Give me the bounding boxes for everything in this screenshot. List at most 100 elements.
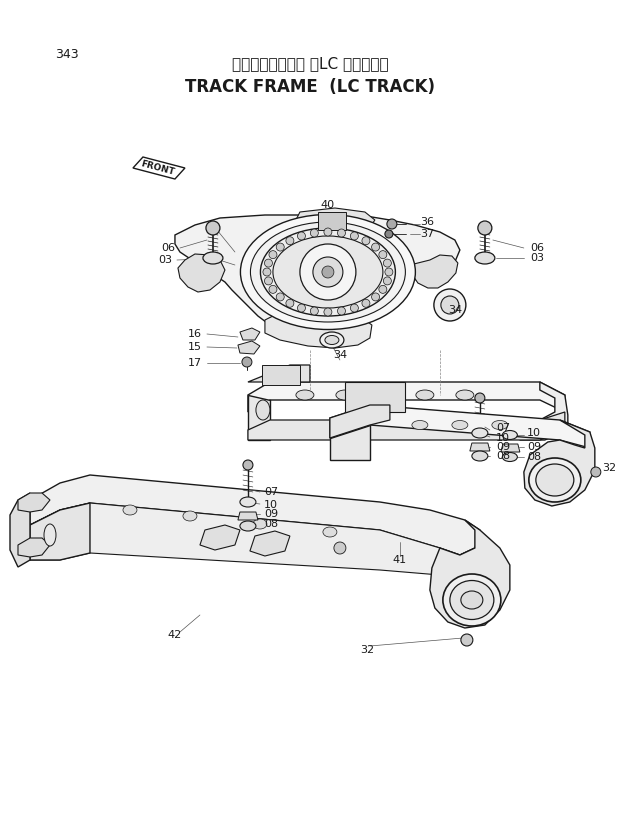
- Polygon shape: [30, 503, 480, 575]
- Ellipse shape: [450, 581, 494, 619]
- Text: 15: 15: [188, 342, 202, 352]
- Circle shape: [274, 537, 286, 549]
- Circle shape: [214, 534, 226, 546]
- Circle shape: [362, 299, 370, 308]
- Ellipse shape: [260, 228, 396, 316]
- Circle shape: [387, 219, 397, 229]
- Circle shape: [362, 237, 370, 245]
- Circle shape: [591, 467, 601, 477]
- Text: 343: 343: [55, 48, 79, 61]
- Text: 34: 34: [333, 350, 347, 360]
- Ellipse shape: [452, 420, 468, 429]
- Circle shape: [243, 460, 253, 470]
- Polygon shape: [30, 475, 480, 555]
- Circle shape: [324, 228, 332, 236]
- Polygon shape: [238, 512, 258, 520]
- Ellipse shape: [325, 336, 339, 345]
- Ellipse shape: [250, 222, 405, 322]
- Polygon shape: [248, 412, 565, 440]
- Circle shape: [313, 257, 343, 287]
- Ellipse shape: [475, 252, 495, 264]
- Text: 08: 08: [496, 451, 510, 461]
- Circle shape: [385, 268, 393, 276]
- Ellipse shape: [183, 511, 197, 521]
- Text: 32: 32: [360, 645, 374, 655]
- Circle shape: [265, 277, 272, 284]
- Circle shape: [269, 251, 277, 259]
- Circle shape: [334, 542, 346, 554]
- Polygon shape: [520, 382, 568, 440]
- Circle shape: [277, 293, 284, 301]
- Circle shape: [298, 304, 306, 312]
- Circle shape: [324, 308, 332, 316]
- Ellipse shape: [502, 452, 517, 461]
- Bar: [345, 382, 405, 412]
- Ellipse shape: [123, 505, 137, 515]
- Circle shape: [269, 285, 277, 294]
- Ellipse shape: [253, 519, 267, 529]
- Text: 09: 09: [527, 442, 541, 452]
- Polygon shape: [248, 365, 310, 382]
- Text: 37: 37: [420, 229, 434, 239]
- Ellipse shape: [320, 332, 344, 348]
- Text: 08: 08: [264, 519, 278, 529]
- Polygon shape: [430, 520, 510, 628]
- Text: トラックフレーム （LC トラック）: トラックフレーム （LC トラック）: [232, 56, 388, 71]
- Text: 08: 08: [527, 452, 541, 462]
- Circle shape: [286, 299, 294, 308]
- Text: 32: 32: [602, 463, 616, 473]
- Ellipse shape: [44, 524, 56, 546]
- Text: 42: 42: [168, 630, 182, 640]
- Text: 06: 06: [161, 243, 175, 253]
- Polygon shape: [175, 212, 460, 335]
- Polygon shape: [330, 405, 390, 438]
- Polygon shape: [412, 255, 458, 288]
- Text: 16: 16: [188, 329, 202, 339]
- Text: 10: 10: [264, 500, 278, 510]
- Circle shape: [263, 268, 271, 276]
- Circle shape: [311, 307, 318, 315]
- Circle shape: [383, 259, 391, 267]
- Bar: [262, 365, 300, 385]
- Ellipse shape: [240, 521, 256, 531]
- Polygon shape: [296, 208, 375, 236]
- Circle shape: [300, 244, 356, 300]
- Ellipse shape: [203, 252, 223, 264]
- Circle shape: [478, 221, 492, 235]
- Polygon shape: [265, 305, 372, 348]
- Polygon shape: [18, 538, 50, 557]
- Text: 10: 10: [496, 433, 510, 443]
- Polygon shape: [248, 395, 270, 440]
- Text: 17: 17: [188, 358, 202, 368]
- Circle shape: [379, 285, 387, 294]
- Polygon shape: [240, 328, 260, 340]
- Ellipse shape: [376, 390, 394, 400]
- Ellipse shape: [416, 390, 434, 400]
- Polygon shape: [178, 254, 225, 292]
- Polygon shape: [30, 503, 90, 560]
- Ellipse shape: [472, 451, 488, 461]
- Polygon shape: [524, 420, 595, 506]
- Circle shape: [475, 393, 485, 403]
- Text: 03: 03: [530, 253, 544, 263]
- Text: 07: 07: [496, 423, 510, 433]
- Ellipse shape: [412, 420, 428, 429]
- Circle shape: [441, 296, 459, 314]
- Circle shape: [322, 266, 334, 278]
- Ellipse shape: [502, 431, 517, 439]
- Circle shape: [379, 251, 387, 259]
- Ellipse shape: [529, 458, 581, 502]
- Text: 41: 41: [393, 555, 407, 565]
- Text: 40: 40: [321, 200, 335, 210]
- Text: 09: 09: [264, 509, 278, 519]
- Ellipse shape: [472, 428, 488, 438]
- Text: 03: 03: [158, 255, 172, 265]
- Ellipse shape: [273, 236, 383, 308]
- Text: 09: 09: [496, 442, 510, 452]
- Circle shape: [277, 243, 284, 251]
- Polygon shape: [330, 405, 590, 448]
- Ellipse shape: [461, 591, 483, 609]
- Polygon shape: [133, 157, 185, 179]
- Circle shape: [434, 289, 466, 321]
- Ellipse shape: [365, 408, 385, 422]
